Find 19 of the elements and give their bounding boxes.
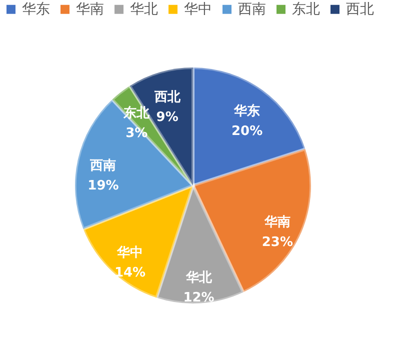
data-label: 9% [156, 110, 178, 126]
legend-label: 华东 [22, 1, 50, 18]
slice-label: 华东 [233, 103, 260, 120]
legend-label: 西南 [238, 1, 266, 18]
data-label: 12% [183, 290, 214, 306]
slice-label: 华南 [263, 215, 290, 230]
legend-label: 华中 [184, 1, 212, 18]
data-label: 19% [88, 178, 119, 194]
legend-label: 西北 [346, 1, 374, 18]
legend-label: 华北 [130, 1, 158, 18]
data-label: 14% [114, 266, 146, 281]
slice-label: 华中 [116, 246, 144, 261]
legend-label: 华南 [76, 1, 104, 18]
slice-label: 西北 [153, 90, 182, 106]
data-label: 23% [262, 235, 293, 250]
legend-label: 东北 [292, 1, 320, 18]
slice-label: 西南 [89, 158, 116, 174]
slice-label: 华北 [184, 270, 213, 286]
data-label: 20% [232, 124, 263, 140]
